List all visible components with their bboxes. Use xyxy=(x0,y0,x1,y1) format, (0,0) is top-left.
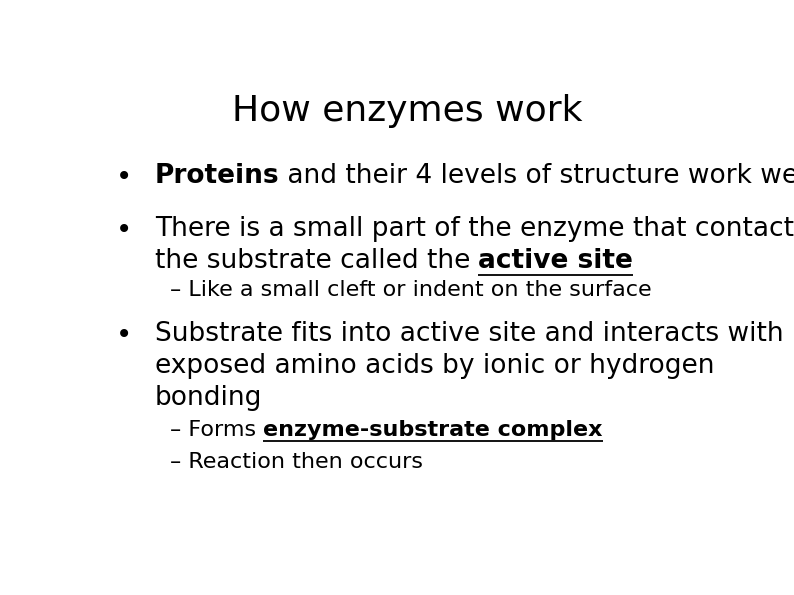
Text: – Forms: – Forms xyxy=(170,419,264,440)
Text: exposed amino acids by ionic or hydrogen: exposed amino acids by ionic or hydrogen xyxy=(155,353,714,379)
Text: – Reaction then occurs: – Reaction then occurs xyxy=(170,452,423,472)
Text: Substrate fits into active site and interacts with: Substrate fits into active site and inte… xyxy=(155,321,783,347)
Text: active site: active site xyxy=(478,248,634,274)
Text: enzyme-substrate complex: enzyme-substrate complex xyxy=(264,419,603,440)
Text: and their 4 levels of structure work well: and their 4 levels of structure work wel… xyxy=(279,163,794,189)
Text: the substrate called the: the substrate called the xyxy=(155,248,478,274)
Text: •: • xyxy=(116,163,132,191)
Text: How enzymes work: How enzymes work xyxy=(232,94,582,129)
Text: •: • xyxy=(116,216,132,244)
Text: •: • xyxy=(116,321,132,349)
Text: bonding: bonding xyxy=(155,385,262,411)
Text: – Like a small cleft or indent on the surface: – Like a small cleft or indent on the su… xyxy=(170,280,652,300)
Text: There is a small part of the enzyme that contacts: There is a small part of the enzyme that… xyxy=(155,216,794,242)
Text: Proteins: Proteins xyxy=(155,163,279,189)
